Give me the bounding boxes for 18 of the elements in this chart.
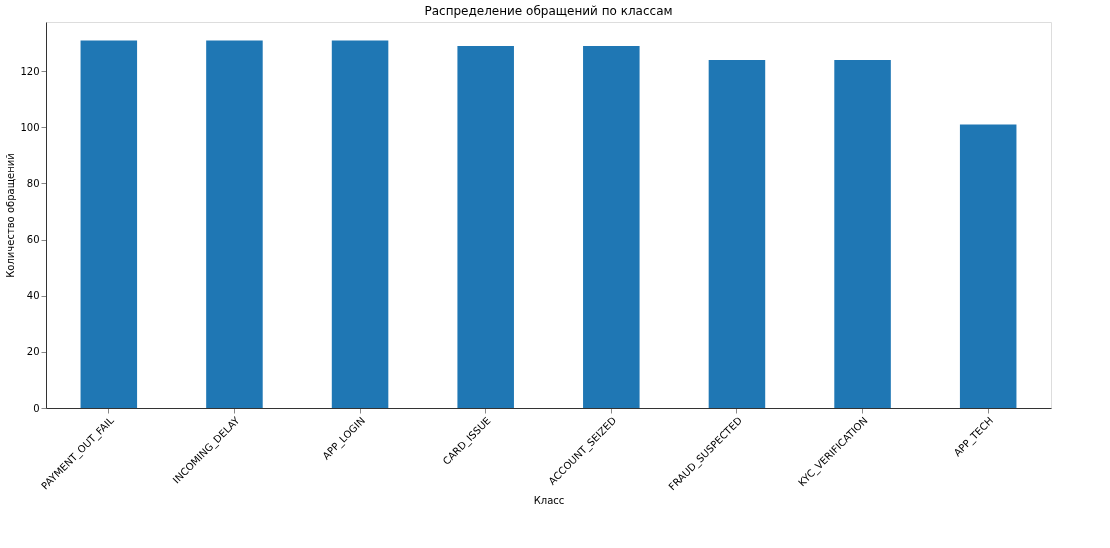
- bar: [708, 60, 766, 408]
- bar: [331, 40, 389, 408]
- y-tick-label: 20: [26, 346, 40, 358]
- bar: [80, 40, 138, 408]
- y-tick-label: 120: [20, 65, 40, 77]
- y-tick-label: 60: [26, 234, 40, 246]
- y-tick-label: 0: [33, 402, 40, 414]
- y-tick-label: 100: [20, 121, 40, 133]
- bar: [583, 45, 640, 408]
- bar: [457, 45, 514, 408]
- y-tick-label: 80: [26, 178, 40, 189]
- chart-title: Распределение обращений по классам: [424, 4, 673, 18]
- x-axis-title: Класс: [533, 495, 565, 507]
- y-tick-label: 40: [26, 290, 40, 302]
- y-axis-title: Количество обращений: [5, 153, 17, 278]
- bar: [959, 124, 1017, 408]
- bar: [834, 60, 891, 408]
- bar: [206, 40, 263, 408]
